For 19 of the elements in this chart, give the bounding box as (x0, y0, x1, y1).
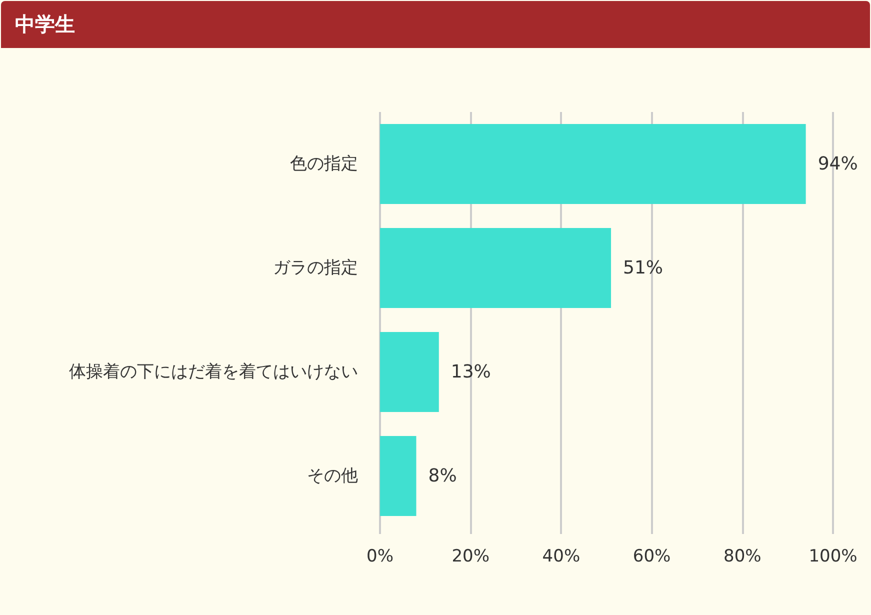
y-tick-label: その他 (307, 466, 358, 486)
bar (380, 124, 806, 204)
bar (380, 332, 439, 412)
data-label: 51% (623, 258, 664, 278)
bar (380, 228, 612, 308)
y-tick-label: 体操着の下にはだ着を着てはいけない (69, 362, 358, 382)
x-tick-label: 80% (724, 546, 762, 566)
data-label: 13% (450, 362, 491, 382)
x-tick-label: 60% (632, 546, 671, 566)
data-label: 8% (428, 466, 457, 486)
text: 中学生 (15, 12, 75, 36)
x-tick-label: 100% (808, 546, 858, 566)
data-label: 94% (818, 154, 858, 174)
bar (380, 436, 416, 516)
x-tick-label: 0% (366, 546, 394, 566)
y-tick-label: 色の指定 (290, 154, 358, 174)
x-tick-label: 40% (542, 546, 580, 566)
x-tick-label: 20% (452, 546, 490, 566)
y-tick-label: ガラの指定 (273, 258, 358, 278)
